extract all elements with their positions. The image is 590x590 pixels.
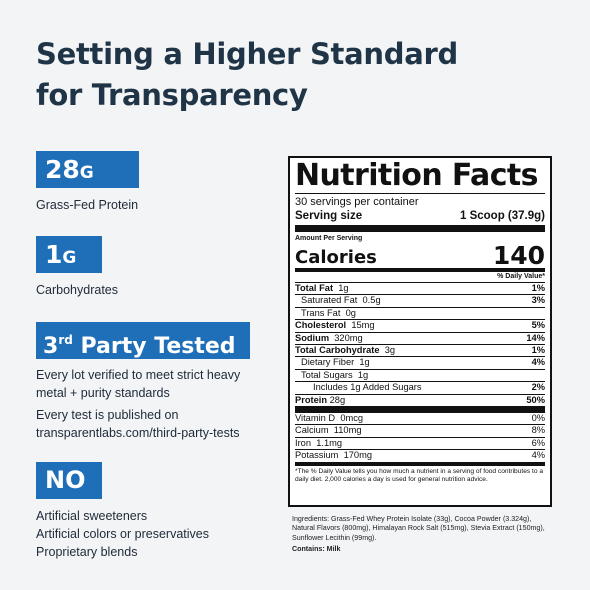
carbs-badge: 1G	[36, 236, 102, 273]
ingredients-text: Ingredients: Grass-Fed Whey Protein Isol…	[292, 515, 545, 542]
nutrient-row: Cholesterol 15mg 5%	[295, 319, 545, 331]
daily-value-header: % Daily Value*	[497, 273, 545, 280]
protein-badge: 28G	[36, 151, 139, 188]
list-item: Artificial sweeteners	[36, 509, 148, 523]
carbs-caption: Carbohydrates	[36, 283, 118, 297]
no-badge: NO	[36, 462, 102, 499]
nutrient-row: Total Fat 1g 1%	[295, 282, 545, 293]
nutrient-row: Total Carbohydrate 3g 1%	[295, 344, 545, 356]
nutrient-row: Includes 1g Added Sugars 2%	[295, 381, 545, 393]
nutrient-row: Sodium 320mg 14%	[295, 331, 545, 343]
servings-per-container: 30 servings per container	[295, 196, 419, 208]
nutrient-row: Dietary Fiber 1g 4%	[295, 356, 545, 368]
divider	[295, 268, 545, 272]
nutrient-row: Saturated Fat 0.5g 3%	[295, 294, 545, 306]
list-item: Proprietary blends	[36, 545, 138, 559]
nutrient-row: Protein 28g 50%	[295, 393, 545, 405]
protein-caption: Grass-Fed Protein	[36, 198, 139, 212]
nutrition-title: Nutrition Facts	[295, 160, 545, 194]
nutrient-row: Total Sugars 1g	[295, 368, 545, 381]
vitamin-row: Calcium 110mg 8%	[295, 424, 545, 436]
headline-line-1: Setting a Higher Standard	[36, 37, 458, 71]
nutrition-facts-label: Nutrition Facts 30 servings per containe…	[288, 156, 552, 507]
serving-size-row: Serving size 1 Scoop (37.9g)	[295, 210, 545, 222]
divider	[295, 406, 545, 414]
list-item: Artificial colors or preservatives	[36, 527, 209, 541]
vitamin-row: Iron 1.1mg 6%	[295, 436, 545, 448]
divider	[295, 225, 545, 232]
daily-value-footnote: *The % Daily Value tells you how much a …	[295, 467, 544, 484]
third-party-caption-2: Every test is published on transparentla…	[36, 408, 240, 440]
allergen-statement: Contains: Milk	[292, 545, 341, 553]
page-headline: Setting a Higher Standard for Transparen…	[36, 34, 556, 116]
vitamin-row: Vitamin D 0mcg 0%	[295, 413, 545, 424]
amount-per-serving: Amount Per Serving	[295, 235, 363, 242]
third-party-caption-1: Every lot verified to meet strict heavy …	[36, 368, 241, 400]
third-party-badge: 3rd Party Tested	[36, 322, 250, 359]
nutrient-row: Trans Fat 0g	[295, 306, 545, 319]
calories-row: Calories 140	[295, 241, 545, 270]
divider	[295, 461, 545, 466]
no-list: Artificial sweeteners Artificial colors …	[36, 507, 209, 561]
headline-line-2: for Transparency	[36, 78, 308, 112]
vitamin-row: Potassium 170mg 4%	[295, 449, 545, 461]
